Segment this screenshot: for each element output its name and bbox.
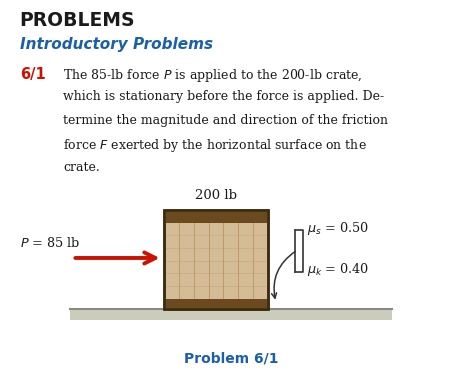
Text: 200 lb: 200 lb [195, 189, 237, 202]
Text: force $F$ exerted by the horizontal surface on the: force $F$ exerted by the horizontal surf… [64, 137, 367, 154]
Text: crate.: crate. [64, 161, 100, 174]
Bar [70, 309, 391, 320]
Bar [164, 299, 268, 309]
Text: which is stationary before the force is applied. De-: which is stationary before the force is … [64, 90, 384, 103]
Text: The 85-lb force $P$ is applied to the 200-lb crate,: The 85-lb force $P$ is applied to the 20… [64, 67, 363, 84]
Text: Problem 6/1: Problem 6/1 [184, 351, 278, 365]
Text: 6/1: 6/1 [20, 67, 46, 82]
Bar [164, 211, 268, 309]
Bar [164, 211, 268, 223]
Text: $\mu_k$ = 0.40: $\mu_k$ = 0.40 [307, 261, 369, 278]
Bar [164, 211, 268, 309]
Text: $\mu_s$ = 0.50: $\mu_s$ = 0.50 [307, 220, 368, 237]
Text: $P$ = 85 lb: $P$ = 85 lb [20, 236, 80, 250]
Text: PROBLEMS: PROBLEMS [20, 11, 135, 30]
Text: Introductory Problems: Introductory Problems [20, 37, 213, 52]
Text: termine the magnitude and direction of the friction: termine the magnitude and direction of t… [64, 114, 389, 127]
